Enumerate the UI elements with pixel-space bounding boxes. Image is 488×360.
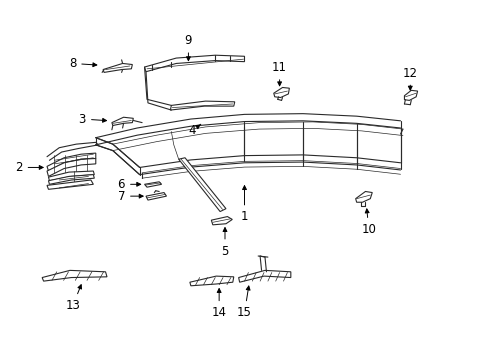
Polygon shape xyxy=(170,101,234,110)
Polygon shape xyxy=(273,87,289,98)
Text: 5: 5 xyxy=(221,228,228,257)
Text: 9: 9 xyxy=(184,34,192,61)
Text: 10: 10 xyxy=(361,209,375,236)
Text: 2: 2 xyxy=(15,161,43,174)
Polygon shape xyxy=(146,193,166,200)
Text: 13: 13 xyxy=(65,285,81,312)
Polygon shape xyxy=(238,270,290,282)
Polygon shape xyxy=(211,217,232,225)
Text: 7: 7 xyxy=(117,190,143,203)
Polygon shape xyxy=(48,171,94,181)
Polygon shape xyxy=(48,175,94,184)
Text: 15: 15 xyxy=(237,286,251,319)
Polygon shape xyxy=(47,180,93,189)
Polygon shape xyxy=(144,55,244,72)
Polygon shape xyxy=(189,276,233,286)
Polygon shape xyxy=(178,158,225,212)
Polygon shape xyxy=(355,192,371,202)
Text: 8: 8 xyxy=(69,57,97,70)
Text: 6: 6 xyxy=(117,178,141,191)
Polygon shape xyxy=(42,270,107,281)
Polygon shape xyxy=(112,117,133,126)
Text: 14: 14 xyxy=(211,289,226,319)
Polygon shape xyxy=(103,63,132,72)
Polygon shape xyxy=(47,158,96,176)
Text: 12: 12 xyxy=(402,67,417,90)
Text: 3: 3 xyxy=(79,113,106,126)
Polygon shape xyxy=(47,153,96,171)
Text: 1: 1 xyxy=(240,186,248,224)
Polygon shape xyxy=(144,182,161,187)
Polygon shape xyxy=(404,90,417,100)
Text: 4: 4 xyxy=(188,124,201,137)
Text: 11: 11 xyxy=(271,61,286,86)
